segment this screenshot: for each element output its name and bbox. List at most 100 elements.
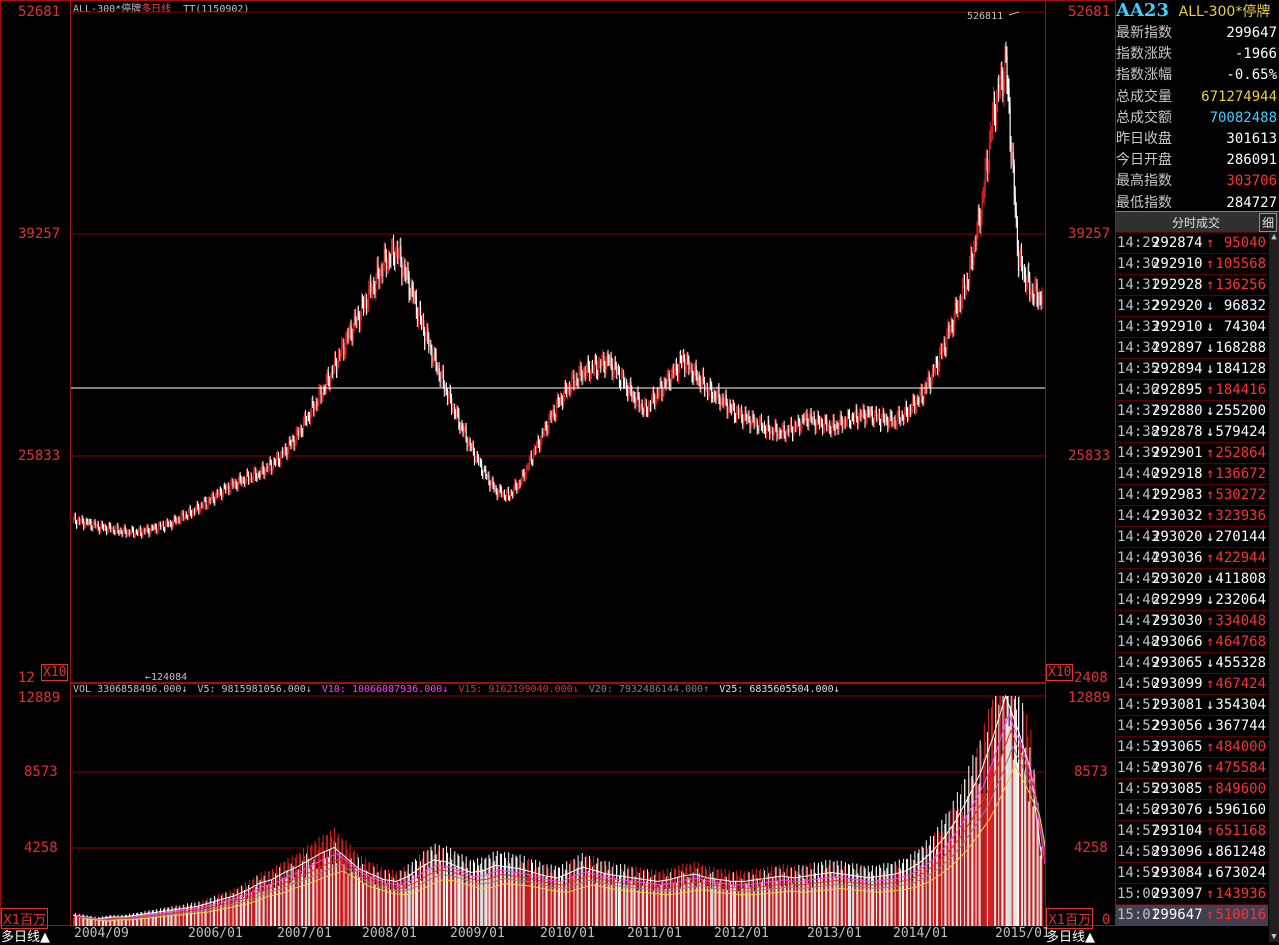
volume-bar — [289, 883, 291, 926]
volume-bar — [966, 816, 968, 926]
ticks-detail-button[interactable]: 细 — [1258, 213, 1277, 232]
y-tick-right-2: 25833 — [1068, 448, 1111, 464]
candle-body — [253, 471, 255, 480]
candle-body — [651, 399, 653, 408]
chart-title: ALL-300*停牌多日线 TT(1150902) — [73, 0, 249, 15]
footer-right[interactable]: 多日线▲ — [1046, 930, 1095, 945]
candle-body — [977, 211, 979, 231]
volume-bar — [189, 912, 191, 926]
candle-body — [795, 424, 797, 428]
candle-body — [744, 411, 746, 418]
candle-body — [84, 524, 86, 528]
volume-bar — [584, 856, 586, 926]
candle-body — [658, 392, 660, 396]
volume-bar — [704, 878, 706, 926]
candle-body — [429, 345, 431, 348]
candle-body — [891, 416, 893, 425]
candle-body — [958, 301, 960, 306]
volume-bar — [449, 857, 451, 926]
candle-body — [243, 480, 245, 485]
candle-body — [716, 391, 718, 400]
candle-body — [978, 211, 980, 218]
candle-body — [306, 420, 308, 423]
volume-bar — [812, 868, 814, 926]
volume-bar — [718, 883, 720, 926]
candle-body — [711, 385, 713, 398]
info-row-4: 总成交额 70082488 — [1116, 108, 1279, 129]
info-row-6: 今日开盘 286091 — [1116, 150, 1279, 171]
footer-left[interactable]: 多日线▲ — [1, 930, 50, 945]
candle-body — [687, 357, 689, 360]
scroll-up-arrow[interactable]: ▲ — [1271, 232, 1277, 242]
candle-body — [100, 522, 102, 527]
tick-time: 14:30 — [1117, 256, 1160, 272]
volume-bar — [443, 867, 445, 926]
volume-bar — [810, 869, 812, 926]
candle-body — [562, 399, 564, 406]
tick-row: 14:47 293030 ↑ 334048 — [1116, 610, 1268, 632]
candle-body — [424, 331, 426, 344]
tick-volume: 252864 — [1215, 445, 1266, 461]
tick-volume: 367744 — [1215, 718, 1266, 734]
candle-body — [593, 369, 595, 371]
candle-body — [381, 269, 383, 276]
candle-body — [679, 356, 681, 368]
candle-body — [768, 420, 770, 429]
tick-arrow-icon: ↓ — [1206, 424, 1215, 440]
volume-bar — [787, 877, 789, 926]
volume-bar — [700, 866, 702, 926]
volume-bar — [494, 877, 496, 926]
volume-bar — [583, 875, 585, 926]
candle-body — [196, 503, 198, 510]
candle-body — [165, 523, 167, 530]
volume-bar — [794, 866, 796, 926]
candle-body — [624, 382, 626, 385]
tick-volume: 168288 — [1215, 340, 1266, 356]
tick-arrow-icon: ↑ — [1206, 823, 1215, 839]
volume-bar — [956, 791, 958, 926]
volume-bar — [558, 867, 560, 926]
tick-time: 14:49 — [1117, 655, 1160, 671]
candle-body — [135, 531, 137, 536]
candle-body — [799, 421, 801, 432]
volume-bar — [346, 849, 348, 926]
candle-body — [122, 530, 124, 535]
ticks-panel-title[interactable]: 分时成交 — [1172, 216, 1221, 230]
candle-body — [119, 530, 121, 534]
candle-body — [792, 429, 794, 437]
volume-bar — [681, 871, 683, 926]
ticks-scrollbar[interactable]: ▲ ▼ — [1269, 232, 1279, 942]
volume-bar — [856, 863, 858, 926]
volume-bar — [753, 891, 755, 926]
candle-body — [317, 402, 319, 407]
tick-price: 299647 — [1152, 907, 1203, 923]
candle-body — [749, 419, 751, 429]
volume-bar — [380, 866, 382, 926]
candle-body — [417, 313, 419, 322]
scroll-down-arrow[interactable]: ▼ — [1271, 932, 1277, 942]
volume-bar — [728, 870, 730, 926]
candle-body — [96, 523, 98, 526]
volume-bar — [427, 850, 429, 926]
candle-body — [750, 424, 752, 429]
volume-bar — [227, 901, 229, 926]
candle-body — [759, 418, 761, 421]
candle-body — [809, 413, 811, 417]
volume-bar — [338, 833, 340, 926]
candle-body — [209, 499, 211, 502]
vol-tick-left-0: 12889 — [18, 690, 61, 706]
volume-bar — [301, 861, 303, 926]
tick-time: 14:38 — [1117, 424, 1160, 440]
info-row-3: 总成交量 671274944 — [1116, 87, 1279, 108]
candle-body — [884, 417, 886, 422]
volume-bar — [963, 815, 965, 926]
candle-body — [406, 268, 408, 276]
volume-bar — [853, 868, 855, 926]
volume-ma-line — [82, 763, 1045, 922]
volume-bar — [950, 837, 952, 926]
volume-bar — [425, 872, 427, 926]
candle-body — [979, 217, 981, 229]
volume-bar — [975, 757, 977, 926]
candle-body — [193, 510, 195, 512]
candle-body — [724, 395, 726, 402]
